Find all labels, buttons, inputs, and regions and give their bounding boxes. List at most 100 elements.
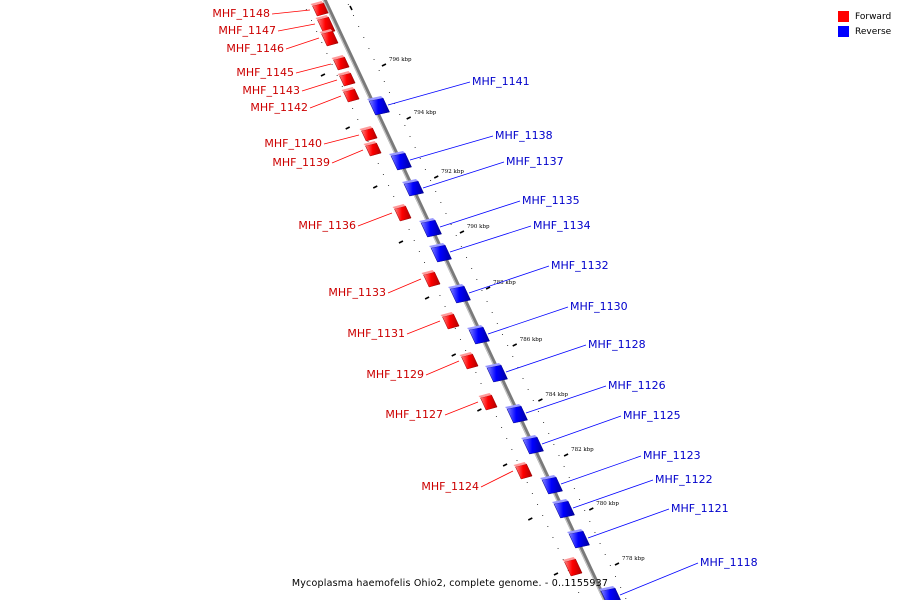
scale-label: 790 kbp bbox=[467, 224, 490, 230]
reverse-gene-top bbox=[485, 363, 501, 368]
forward-gene-leader bbox=[271, 9, 311, 15]
reverse-gene-top bbox=[402, 179, 418, 184]
reverse-gene-label: MHF_1138 bbox=[495, 129, 553, 142]
major-tick bbox=[349, 5, 353, 11]
major-tick bbox=[502, 463, 508, 467]
reverse-gene-leader bbox=[449, 225, 532, 253]
tick-dot bbox=[368, 48, 370, 49]
tick-dot bbox=[404, 125, 406, 126]
tick-dot bbox=[568, 477, 570, 478]
reverse-gene bbox=[430, 244, 452, 263]
major-tick bbox=[459, 230, 465, 234]
forward-gene-leader bbox=[277, 23, 316, 32]
tick-dot bbox=[460, 246, 462, 247]
legend-reverse-label: Reverse bbox=[855, 26, 892, 37]
legend-forward-label: Forward bbox=[855, 11, 892, 22]
forward-gene-label: MHF_1133 bbox=[328, 286, 386, 299]
tick-dot bbox=[572, 581, 574, 582]
reverse-gene-label: MHF_1135 bbox=[522, 194, 580, 207]
forward-gene-label: MHF_1127 bbox=[385, 408, 443, 421]
forward-gene-leader bbox=[357, 212, 393, 227]
reverse-gene-label: MHF_1137 bbox=[506, 155, 564, 168]
tick-dot bbox=[316, 31, 318, 32]
reverse-gene-top bbox=[505, 404, 521, 409]
forward-gene-top bbox=[513, 462, 527, 467]
tick-dot bbox=[373, 59, 375, 60]
tick-dot bbox=[382, 174, 384, 175]
tick-dot bbox=[506, 438, 508, 439]
major-tick bbox=[320, 73, 326, 77]
reverse-gene-label: MHF_1130 bbox=[570, 300, 628, 313]
tick-dot bbox=[444, 306, 446, 307]
tick-dot bbox=[563, 466, 565, 467]
major-tick bbox=[485, 286, 491, 290]
forward-gene bbox=[564, 558, 583, 577]
tick-dot bbox=[501, 334, 503, 335]
tick-dot bbox=[321, 42, 323, 43]
forward-gene-label: MHF_1140 bbox=[264, 137, 322, 150]
tick-dot bbox=[475, 372, 477, 373]
forward-gene-top bbox=[440, 312, 454, 317]
tick-dot bbox=[609, 565, 611, 566]
forward-gene-leader bbox=[301, 79, 338, 92]
tick-dot bbox=[455, 235, 457, 236]
tick-dot bbox=[543, 422, 545, 423]
tick-dot bbox=[341, 86, 343, 87]
major-tick bbox=[527, 517, 533, 521]
tick-dot bbox=[542, 515, 544, 516]
forward-gene-leader bbox=[331, 149, 364, 164]
reverse-gene-label: MHF_1121 bbox=[671, 502, 729, 515]
reverse-gene-label: MHF_1128 bbox=[588, 338, 646, 351]
tick-dot bbox=[507, 345, 509, 346]
tick-dot bbox=[367, 141, 369, 142]
forward-gene-leader bbox=[285, 37, 320, 50]
forward-gene-top bbox=[562, 557, 576, 562]
tick-dot bbox=[408, 229, 410, 230]
scale-label: 796 kbp bbox=[389, 57, 412, 63]
reverse-gene-leader bbox=[560, 455, 642, 485]
tick-dot bbox=[537, 504, 539, 505]
legend-reverse: Reverse bbox=[838, 24, 891, 39]
reverse-gene-leader bbox=[525, 385, 607, 414]
tick-dot bbox=[511, 449, 513, 450]
reverse-gene-leader bbox=[409, 135, 494, 161]
reverse-gene bbox=[390, 152, 412, 171]
scale-label: 778 kbp bbox=[622, 556, 645, 562]
legend-forward: Forward bbox=[838, 9, 891, 24]
forward-gene-top bbox=[392, 204, 406, 209]
forward-gene-label: MHF_1139 bbox=[272, 156, 330, 169]
major-tick bbox=[406, 116, 412, 120]
tick-dot bbox=[531, 493, 533, 494]
tick-dot bbox=[604, 554, 606, 555]
tick-dot bbox=[424, 169, 426, 170]
tick-dot bbox=[594, 532, 596, 533]
reverse-gene-top bbox=[567, 529, 583, 534]
major-tick bbox=[433, 175, 439, 179]
reverse-gene bbox=[486, 364, 508, 383]
tick-dot bbox=[480, 383, 482, 384]
tick-dot bbox=[440, 202, 442, 203]
tick-dot bbox=[578, 592, 580, 593]
forward-gene-top bbox=[331, 55, 345, 60]
forward-gene-leader bbox=[480, 470, 514, 488]
forward-gene-label: MHF_1142 bbox=[250, 101, 308, 114]
reverse-gene bbox=[506, 405, 528, 424]
reverse-gene bbox=[568, 530, 590, 549]
major-tick bbox=[538, 398, 543, 402]
tick-dot bbox=[471, 268, 473, 269]
reverse-gene-top bbox=[521, 435, 537, 440]
forward-gene-top bbox=[310, 1, 324, 6]
reverse-gene-top bbox=[367, 96, 383, 101]
major-tick bbox=[424, 296, 430, 300]
major-tick bbox=[451, 353, 457, 357]
major-tick bbox=[588, 507, 594, 511]
forward-gene-top bbox=[315, 15, 329, 20]
reverse-gene-label: MHF_1132 bbox=[551, 259, 609, 272]
tick-dot bbox=[388, 92, 390, 93]
tick-dot bbox=[589, 521, 591, 522]
tick-dot bbox=[413, 240, 415, 241]
forward-gene bbox=[333, 56, 350, 71]
tick-dot bbox=[512, 356, 514, 357]
tick-dot bbox=[424, 262, 426, 263]
forward-gene-leader bbox=[425, 360, 460, 376]
